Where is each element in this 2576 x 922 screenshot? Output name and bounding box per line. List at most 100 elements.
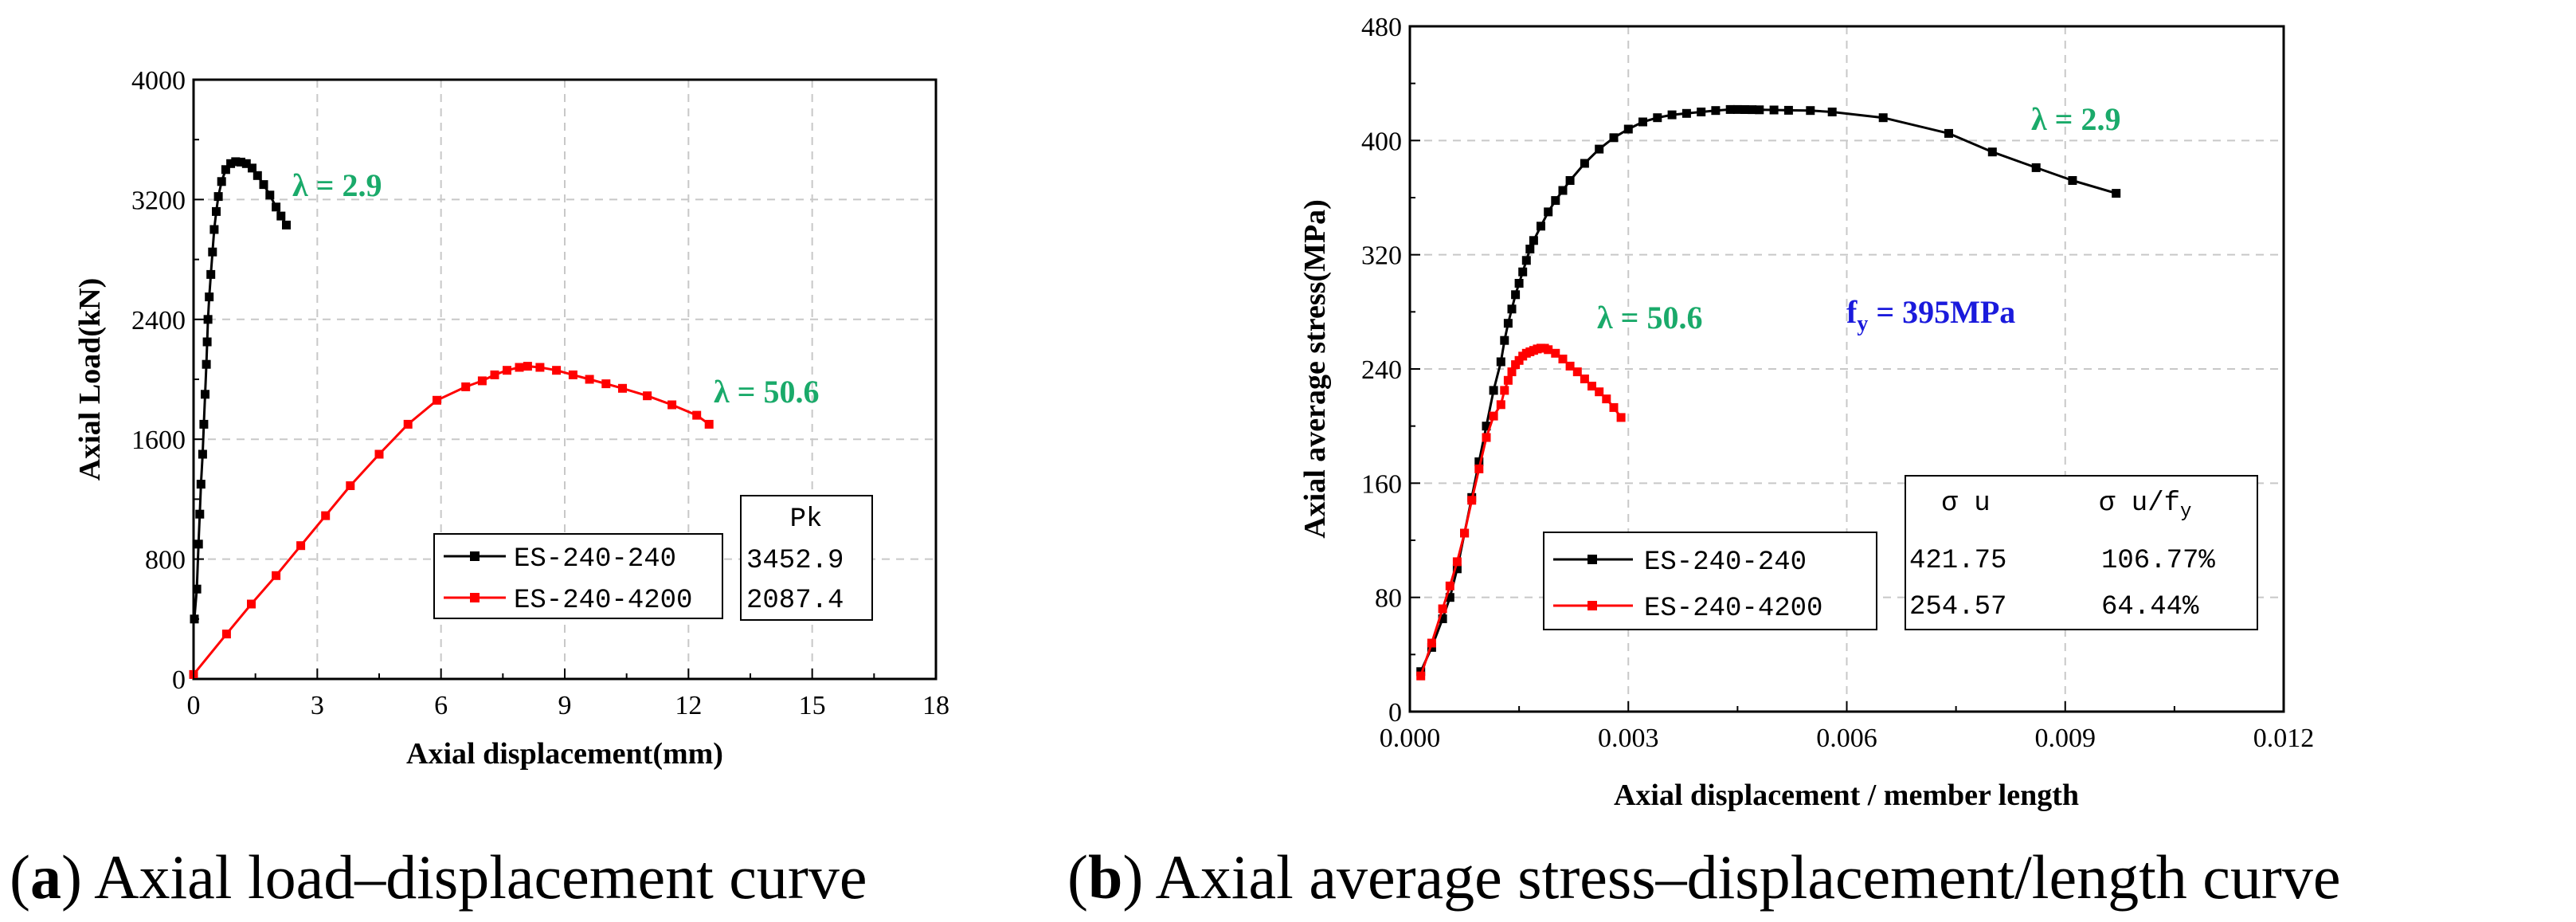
chart-a-xtick-label: 15 <box>799 691 826 720</box>
chart-b-series-1-point <box>1595 144 1604 154</box>
chart-b-series-2-point <box>1616 413 1626 422</box>
chart-a-series-2-point <box>601 379 611 389</box>
chart-b-series-2-point <box>1482 433 1491 442</box>
chart-b-series-1-point <box>1711 106 1721 116</box>
chart-b-series-2-point <box>1551 348 1560 358</box>
chart-b-legend-label-2: ES-240-4200 <box>1644 594 1822 624</box>
chart-a-series-2-point <box>461 382 471 391</box>
chart-a-series-2-point <box>477 376 487 386</box>
chart-a-series-2-point <box>704 419 714 429</box>
chart-a-series-1-point <box>199 419 209 429</box>
chart-b-series-2-point <box>1427 638 1436 648</box>
chart-a-legend: ES-240-240 ES-240-4200 <box>433 533 723 619</box>
chart-b-series-1-point <box>1511 290 1521 300</box>
chart-a-ytick-label: 3200 <box>131 186 186 215</box>
chart-b-xtick-label: 0.006 <box>1816 724 1877 753</box>
chart-b-series-1-point <box>1514 279 1524 288</box>
chart-a-series-1-point <box>226 159 236 168</box>
chart-b-series-1-point <box>1653 113 1662 123</box>
chart-b-series-1-point <box>1748 105 1757 115</box>
chart-a-series-2-point <box>503 366 511 375</box>
chart-b-table-header-1: σ u <box>1941 488 1990 519</box>
chart-b-xtick-label: 0.000 <box>1380 724 1441 753</box>
chart-a-series-1-point <box>282 220 291 230</box>
chart-a-legend-label-1: ES-240-240 <box>514 544 676 575</box>
chart-b-series-1-point <box>1697 108 1706 116</box>
chart-b-table-r2-c1: 254.57 <box>1909 592 2006 622</box>
chart-b-series-1-point <box>1551 196 1560 206</box>
chart-b-fy-annotation: fy = 395MPa <box>1846 294 2015 336</box>
chart-b-legend: ES-240-240 ES-240-4200 <box>1543 532 1877 630</box>
chart-b-series-1-point <box>1489 386 1498 395</box>
chart-b-series-1-point <box>1474 457 1484 466</box>
chart-b-table-header-2: σ u/fy <box>2099 488 2191 523</box>
chart-b-series-2-point <box>1438 604 1447 614</box>
caption-a: (a) Axial load–displacement curve <box>10 842 867 912</box>
chart-a-series-1-point <box>276 211 286 221</box>
chart-a-legend-label-2: ES-240-4200 <box>514 586 692 616</box>
chart-a-series-1-point <box>208 247 217 257</box>
chart-b-series-2-point <box>1595 387 1604 397</box>
chart-a-series-1-point <box>206 269 216 279</box>
chart-b-series-1-point <box>1681 108 1691 118</box>
chart-b-series-1-point <box>1609 133 1619 143</box>
chart-a-ytick-label: 2400 <box>131 306 186 335</box>
chart-b-series-1-point <box>1438 614 1447 623</box>
chart-a-series-2-point <box>643 391 652 401</box>
chart-a-series-1-point <box>202 337 212 347</box>
chart-b-table-r1-c1: 421.75 <box>1909 546 2006 576</box>
chart-a-series-1-point <box>259 180 268 190</box>
chart-a-ylabel: Axial Load(kN) <box>73 278 107 481</box>
chart-b-series-2-point <box>1496 400 1505 410</box>
chart-a-series-1-point <box>237 157 245 167</box>
chart-a-series-1-point <box>203 315 213 324</box>
chart-b-series-2-point <box>1565 361 1575 371</box>
chart-b-series-2-point <box>1602 394 1611 404</box>
caption-b-text: Axial average stress–displacement/length… <box>1156 842 2341 912</box>
chart-b-legend-label-1: ES-240-240 <box>1644 547 1807 578</box>
chart-a-legend-marker-2 <box>470 593 480 602</box>
chart-b-table-header-2-main: σ u/f <box>2099 488 2180 519</box>
chart-a-xtick-label: 0 <box>187 691 201 720</box>
caption-a-text: Axial load–displacement curve <box>94 842 867 912</box>
chart-a-series-2-point <box>535 363 545 372</box>
chart-b-ytick-label: 160 <box>1361 469 1402 499</box>
chart-a-series-1-point <box>205 292 214 302</box>
chart-a-series-2-point <box>221 630 231 639</box>
chart-b-series-1-point <box>1521 256 1531 265</box>
chart-a-series-1-point <box>253 171 262 180</box>
chart-b-series-1-point <box>1537 222 1545 231</box>
chart-b-xtick-label: 0.012 <box>2253 724 2315 753</box>
chart-b-series-1-point <box>1725 104 1735 114</box>
chart-a-series-1-point <box>192 584 202 594</box>
chart-b-series-2-point <box>1500 386 1509 395</box>
caption-a-letter: a <box>30 842 61 912</box>
chart-b-series-1-point <box>1623 124 1633 134</box>
chart-b-series-1-point <box>1827 108 1837 116</box>
chart-a-series-1-point <box>201 390 209 399</box>
chart-b-series-1-point <box>1732 104 1742 114</box>
chart-b-series-2-point <box>1489 411 1498 421</box>
chart-b-lambda-50-6: λ = 50.6 <box>1597 300 1702 335</box>
chart-b-xlabel: Axial displacement / member length <box>1614 779 2079 812</box>
chart-b-table-header-2-sub: y <box>2180 501 2191 523</box>
chart-b-series-1-point <box>1638 117 1647 127</box>
chart-b-series-1-point <box>1496 357 1505 367</box>
chart-a: 0 3 6 9 12 15 18 0 800 1600 2400 3200 4000 Axial Loa… <box>73 66 949 771</box>
chart-a-series-1-point <box>196 480 206 489</box>
chart-b-series-1-point <box>1878 113 1888 123</box>
chart-a-series-2-point <box>692 410 702 420</box>
chart-a-series-2-line <box>192 365 711 676</box>
chart-a-table-header: Pk <box>790 504 823 535</box>
chart-a-series-2-point <box>433 395 441 405</box>
chart-b-series-1-point <box>1755 105 1764 115</box>
chart-a-series-2-point <box>296 541 306 551</box>
chart-b-series-1-point <box>2031 163 2041 172</box>
chart-a-xtick-label: 3 <box>311 691 324 720</box>
chart-a-series-1-point <box>202 359 211 369</box>
chart-b-ytick-label: 480 <box>1361 13 1402 42</box>
chart-b-series-1-point <box>1503 319 1513 328</box>
chart-b-series-2-point <box>1460 528 1470 538</box>
chart-a-series-1-point <box>217 177 226 186</box>
